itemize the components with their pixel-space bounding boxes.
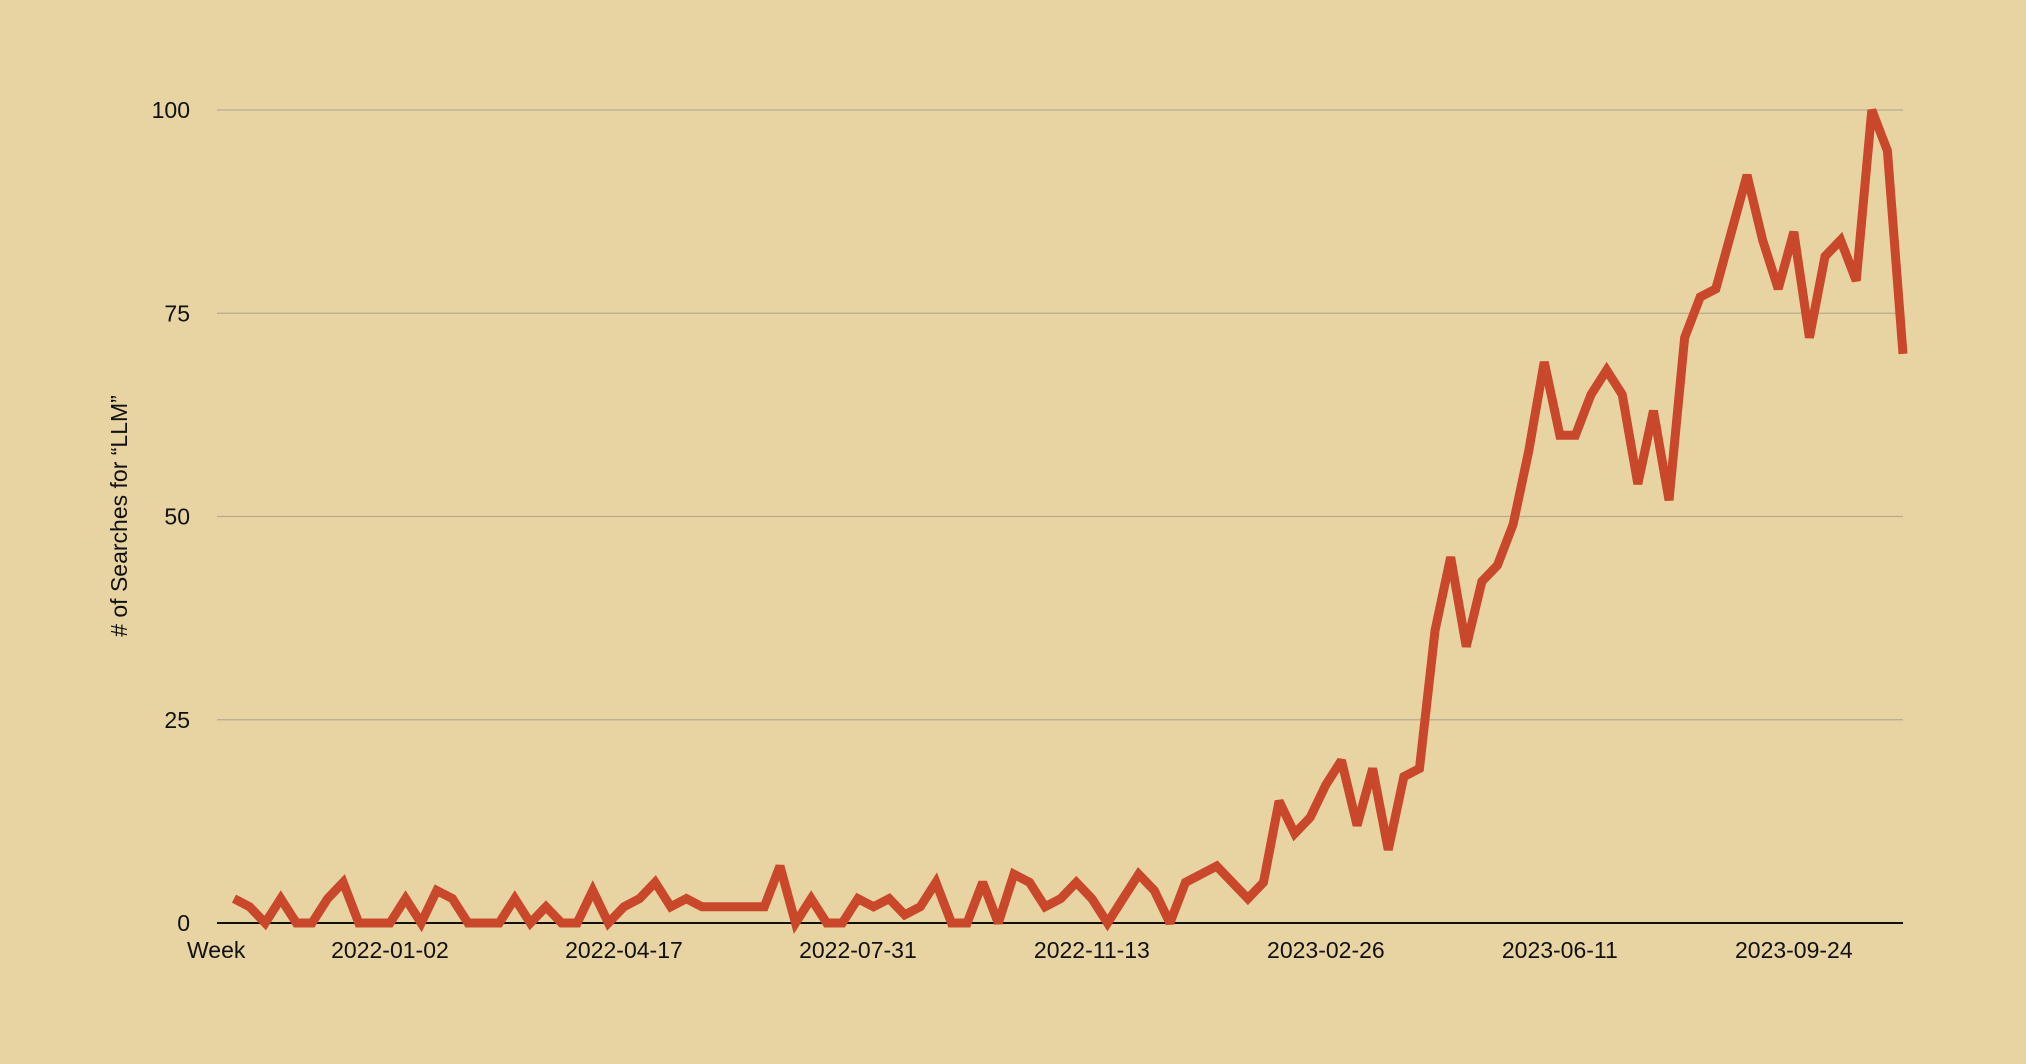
gridlines — [217, 109, 1903, 721]
x-tick-label: 2023-06-11 — [1502, 937, 1618, 963]
y-tick-label: 25 — [164, 707, 190, 733]
y-tick-label: 0 — [177, 910, 190, 936]
x-tick-label: 2023-02-26 — [1267, 937, 1385, 963]
x-tick-label: 2022-01-02 — [331, 937, 449, 963]
x-axis-ticks: Week 2022-01-02 2022-04-17 2022-07-31 2022-1… — [187, 937, 1853, 963]
y-tick-label: 100 — [152, 97, 190, 123]
x-tick-label: 2022-11-13 — [1034, 937, 1150, 963]
series-layer — [231, 108, 1908, 934]
y-axis-label: # of Searches for “LLM” — [106, 395, 132, 637]
series-line — [231, 108, 1908, 934]
y-axis-ticks: 0 25 50 75 100 — [152, 97, 190, 936]
y-tick-label: 75 — [164, 300, 190, 326]
x-tick-label: 2023-09-24 — [1735, 937, 1853, 963]
x-axis-label: Week — [187, 937, 246, 963]
y-tick-label: 50 — [164, 504, 190, 530]
x-tick-label: 2022-07-31 — [799, 937, 917, 963]
x-tick-label: 2022-04-17 — [565, 937, 683, 963]
